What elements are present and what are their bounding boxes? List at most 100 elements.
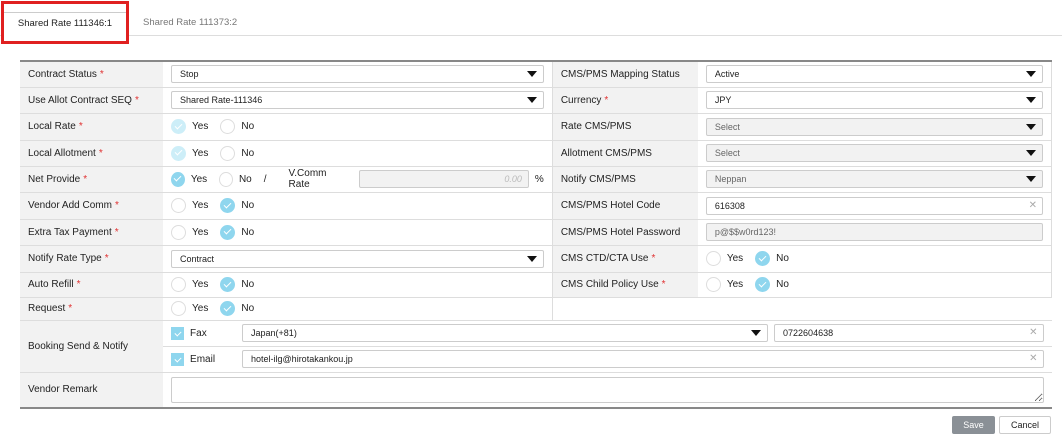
v-comm-rate-input[interactable]: 0.00 <box>358 170 529 188</box>
rate-cms-pms-select[interactable]: Select <box>705 117 1043 136</box>
chevron-down-icon <box>1026 176 1036 182</box>
local-allotment-radio-yes[interactable] <box>171 145 187 161</box>
contract-status-label: Contract Status * <box>20 61 164 88</box>
extra-tax-payment-radio-no[interactable] <box>220 224 236 240</box>
required-mark: * <box>604 94 609 106</box>
vendor-remark-row: Vendor Remark <box>20 372 1052 409</box>
request-radio-no[interactable] <box>220 301 236 316</box>
local-rate-radio-yes[interactable] <box>171 119 187 134</box>
auto-refill-label: Auto Refill * <box>20 272 164 298</box>
use-allot-contract-seq-value: Shared Rate-111346 <box>180 95 263 105</box>
separator: / <box>263 173 267 185</box>
notify-cms-pms-select[interactable]: Neppan <box>705 170 1043 188</box>
local-rate-label: Local Rate * <box>20 113 164 141</box>
fax-number-value: 0722604638 <box>783 328 834 338</box>
notify-rate-type-label: Notify Rate Type * <box>20 245 164 273</box>
radio-label-no: No <box>241 200 255 211</box>
net-provide-radio-yes[interactable] <box>171 171 185 187</box>
contract-form: Contract Status * Stop CMS/PMS Mapping Stat… <box>20 60 1052 409</box>
booking-row-fax: Booking Send & Notify Fax Japan(+81) 07226… <box>20 320 1052 373</box>
fax-country-select[interactable]: Japan(+81) <box>242 324 769 342</box>
form-row: Request * Yes No <box>20 297 1052 321</box>
radio-label-no: No <box>241 147 255 159</box>
required-mark: * <box>661 279 666 290</box>
auto-refill-radio-yes[interactable] <box>171 277 187 292</box>
fax-number-input[interactable]: 0722604638 ✕ <box>774 324 1044 342</box>
allotment-cms-pms-label: Allotment CMS/PMS <box>552 140 698 167</box>
cms-child-policy-use-label: CMS Child Policy Use * <box>552 272 698 298</box>
notify-rate-type-select[interactable]: Contract <box>171 249 544 268</box>
allotment-cms-pms-select[interactable]: Select <box>705 144 1043 162</box>
booking-send-notify-label: Booking Send & Notify <box>20 320 164 373</box>
cms-pms-hotel-code-input[interactable]: 616308 ✕ <box>705 196 1043 215</box>
cms-pms-hotel-password-label: CMS/PMS Hotel Password <box>552 219 698 246</box>
net-provide-label: Net Provide * <box>20 166 164 193</box>
cms-pms-hotel-code-label: CMS/PMS Hotel Code <box>552 192 698 220</box>
required-mark: * <box>68 303 73 314</box>
cms-pms-mapping-status-select[interactable]: Active <box>705 65 1043 84</box>
radio-label-yes: Yes <box>192 226 209 238</box>
fax-label: Fax <box>190 327 207 339</box>
clear-icon[interactable]: ✕ <box>1029 327 1038 338</box>
cms-child-policy-use-radio-no[interactable] <box>755 277 771 292</box>
rate-cms-pms-label: Rate CMS/PMS <box>552 113 698 141</box>
local-rate-radio-no[interactable] <box>220 119 236 134</box>
form-row: Vendor Add Comm * Yes No CMS/PMS Hotel Code 6… <box>20 192 1052 220</box>
v-comm-rate-label: V.Comm Rate <box>288 168 327 190</box>
contract-status-value: Stop <box>180 69 199 80</box>
required-mark: * <box>651 253 656 264</box>
clear-icon[interactable]: ✕ <box>1029 353 1038 364</box>
required-mark: * <box>76 279 81 290</box>
chevron-down-icon <box>526 255 537 262</box>
form-row: Notify Rate Type * Contract CMS CTD/CTA Use… <box>20 245 1052 273</box>
cms-pms-hotel-code-value: 616308 <box>714 200 745 211</box>
vendor-add-comm-radio-yes[interactable] <box>171 198 187 213</box>
cms-child-policy-use-radio-yes[interactable] <box>705 277 721 292</box>
local-allotment-radio-no[interactable] <box>220 145 236 161</box>
radio-label-yes: Yes <box>192 121 209 132</box>
fax-checkbox[interactable] <box>171 326 185 340</box>
radio-label-yes: Yes <box>192 200 209 211</box>
cms-pms-hotel-password-input[interactable]: p@$$w0rd123! <box>705 223 1043 241</box>
cms-ctd-cta-use-radio-yes[interactable] <box>705 251 721 266</box>
use-allot-contract-seq-select[interactable]: Shared Rate-111346 <box>171 91 544 109</box>
allotment-cms-pms-value: Select <box>714 148 740 158</box>
cancel-button[interactable]: Cancel <box>999 416 1051 434</box>
email-checkbox[interactable] <box>171 352 185 366</box>
vendor-remark-textarea[interactable] <box>171 376 1044 403</box>
auto-refill-radio-no[interactable] <box>220 277 236 292</box>
currency-select[interactable]: JPY <box>705 91 1043 109</box>
net-provide-radio-no[interactable] <box>219 171 233 187</box>
request-label: Request * <box>20 297 164 321</box>
request-radio-yes[interactable] <box>171 301 187 316</box>
tab-shared-rate-111373[interactable]: Shared Rate 111373:2 <box>143 17 238 28</box>
required-mark: * <box>134 94 139 106</box>
vendor-add-comm-label: Vendor Add Comm * <box>20 192 164 220</box>
tab-shared-rate-111346[interactable]: Shared Rate 111346:1 <box>4 12 126 37</box>
email-input[interactable]: hotel-ilg@hirotakankou.jp ✕ <box>242 350 1044 368</box>
cms-ctd-cta-use-label: CMS CTD/CTA Use * <box>552 245 698 273</box>
cms-pms-hotel-password-value: p@$$w0rd123! <box>714 227 777 237</box>
contract-status-select[interactable]: Stop <box>171 65 544 84</box>
use-allot-contract-seq-label: Use Allot Contract SEQ * <box>20 87 164 114</box>
save-button[interactable]: Save <box>952 416 995 434</box>
form-row: Contract Status * Stop CMS/PMS Mapping Stat… <box>20 61 1052 88</box>
radio-label-yes: Yes <box>192 303 209 314</box>
chevron-down-icon <box>751 330 762 336</box>
clear-icon[interactable]: ✕ <box>1028 199 1037 211</box>
radio-label-yes: Yes <box>726 279 744 290</box>
required-mark: * <box>78 121 83 132</box>
radio-label-no: No <box>776 279 789 290</box>
extra-tax-payment-radio-yes[interactable] <box>171 224 187 240</box>
extra-tax-payment-label: Extra Tax Payment * <box>20 219 164 246</box>
form-row: Extra Tax Payment * Yes No CMS/PMS Hotel Pas… <box>20 219 1052 246</box>
notify-cms-pms-label: Notify CMS/PMS <box>552 166 698 193</box>
radio-label-no: No <box>241 121 255 132</box>
rate-cms-pms-value: Select <box>714 121 740 132</box>
cms-ctd-cta-use-radio-no[interactable] <box>755 251 771 266</box>
cms-pms-mapping-status-value: Active <box>714 69 740 80</box>
radio-label-yes: Yes <box>726 253 744 264</box>
vendor-add-comm-radio-no[interactable] <box>220 198 236 213</box>
fax-country-value: Japan(+81) <box>251 328 297 338</box>
chevron-down-icon <box>526 97 537 103</box>
